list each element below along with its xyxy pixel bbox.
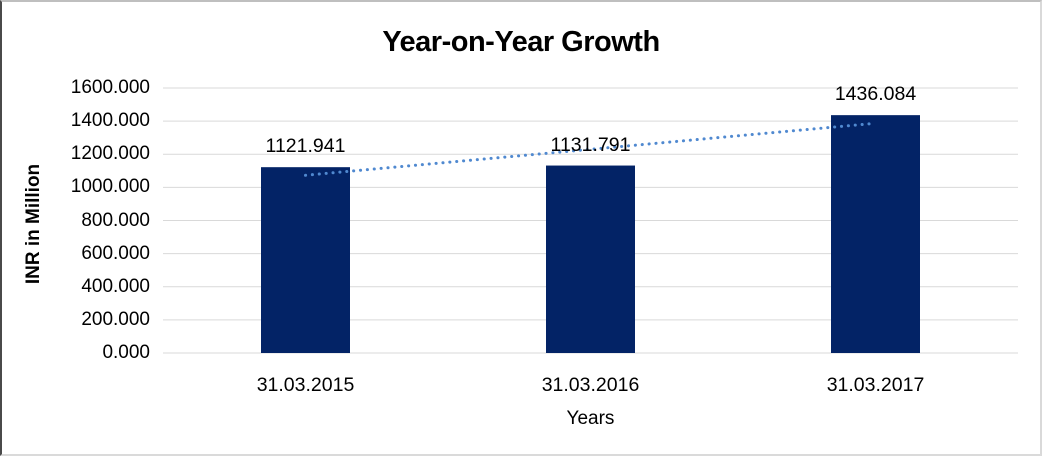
- x-tick-label: 31.03.2017: [826, 374, 925, 396]
- plot-area: [163, 87, 1018, 354]
- chart-title: Year-on-Year Growth: [382, 26, 660, 58]
- trendline: [304, 121, 877, 177]
- data-label: 1131.791: [550, 133, 631, 156]
- x-axis-title: Years: [566, 408, 615, 429]
- y-axis-title: INR in Million: [23, 163, 44, 285]
- y-tick-label: 800.000: [81, 209, 150, 231]
- bar: [546, 165, 635, 353]
- y-tick-label: 200.000: [81, 308, 150, 330]
- x-tick-label: 31.03.2016: [541, 374, 640, 396]
- data-label: 1121.941: [265, 135, 346, 158]
- bar: [261, 167, 350, 353]
- plot-svg: [163, 87, 1018, 354]
- y-tick-label: 400.000: [81, 275, 150, 297]
- y-tick-label: 1400.000: [70, 110, 150, 132]
- bar: [831, 115, 920, 353]
- y-tick-label: 0.000: [102, 342, 150, 363]
- y-tick-label: 1600.000: [70, 77, 150, 98]
- y-tick-label: 600.000: [81, 242, 150, 264]
- data-label: 1436.084: [834, 83, 917, 106]
- y-tick-label: 1200.000: [70, 143, 150, 165]
- x-tick-label: 31.03.2015: [256, 374, 355, 396]
- y-tick-label: 1000.000: [70, 176, 150, 198]
